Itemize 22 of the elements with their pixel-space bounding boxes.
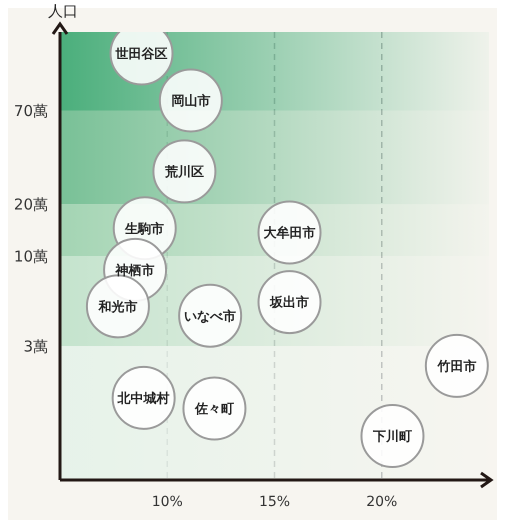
x-tick-label: 10% [152,494,183,510]
annotation: 大牟田市 [264,225,316,242]
y-tick-label: 70萬 [14,102,48,120]
annotation: 下川町 [372,430,412,445]
y-tick-label: 3萬 [23,337,48,356]
annotation: 世田谷区 [114,47,168,62]
annotation: いなべ市 [184,308,236,324]
annotation: 荒川区 [164,164,204,180]
annotation: 竹田市 [436,358,476,375]
annotation: 佐々町 [194,402,234,418]
y-tick-label: 20萬 [14,195,48,214]
annotation: 生駒市 [124,220,164,237]
y-tick-label: 10萬 [14,247,48,266]
point [182,376,246,441]
y-axis-title: 人口 [48,2,78,21]
annotation: 北中城村 [116,391,170,406]
annotation: 和光市 [97,298,138,315]
x-tick-label: 20% [366,494,398,510]
annotation: 坂出市 [269,294,310,311]
x-tick-label: 15% [258,494,290,510]
annotation: 岡山市 [171,93,210,110]
annotation: 神栖市 [114,262,155,279]
